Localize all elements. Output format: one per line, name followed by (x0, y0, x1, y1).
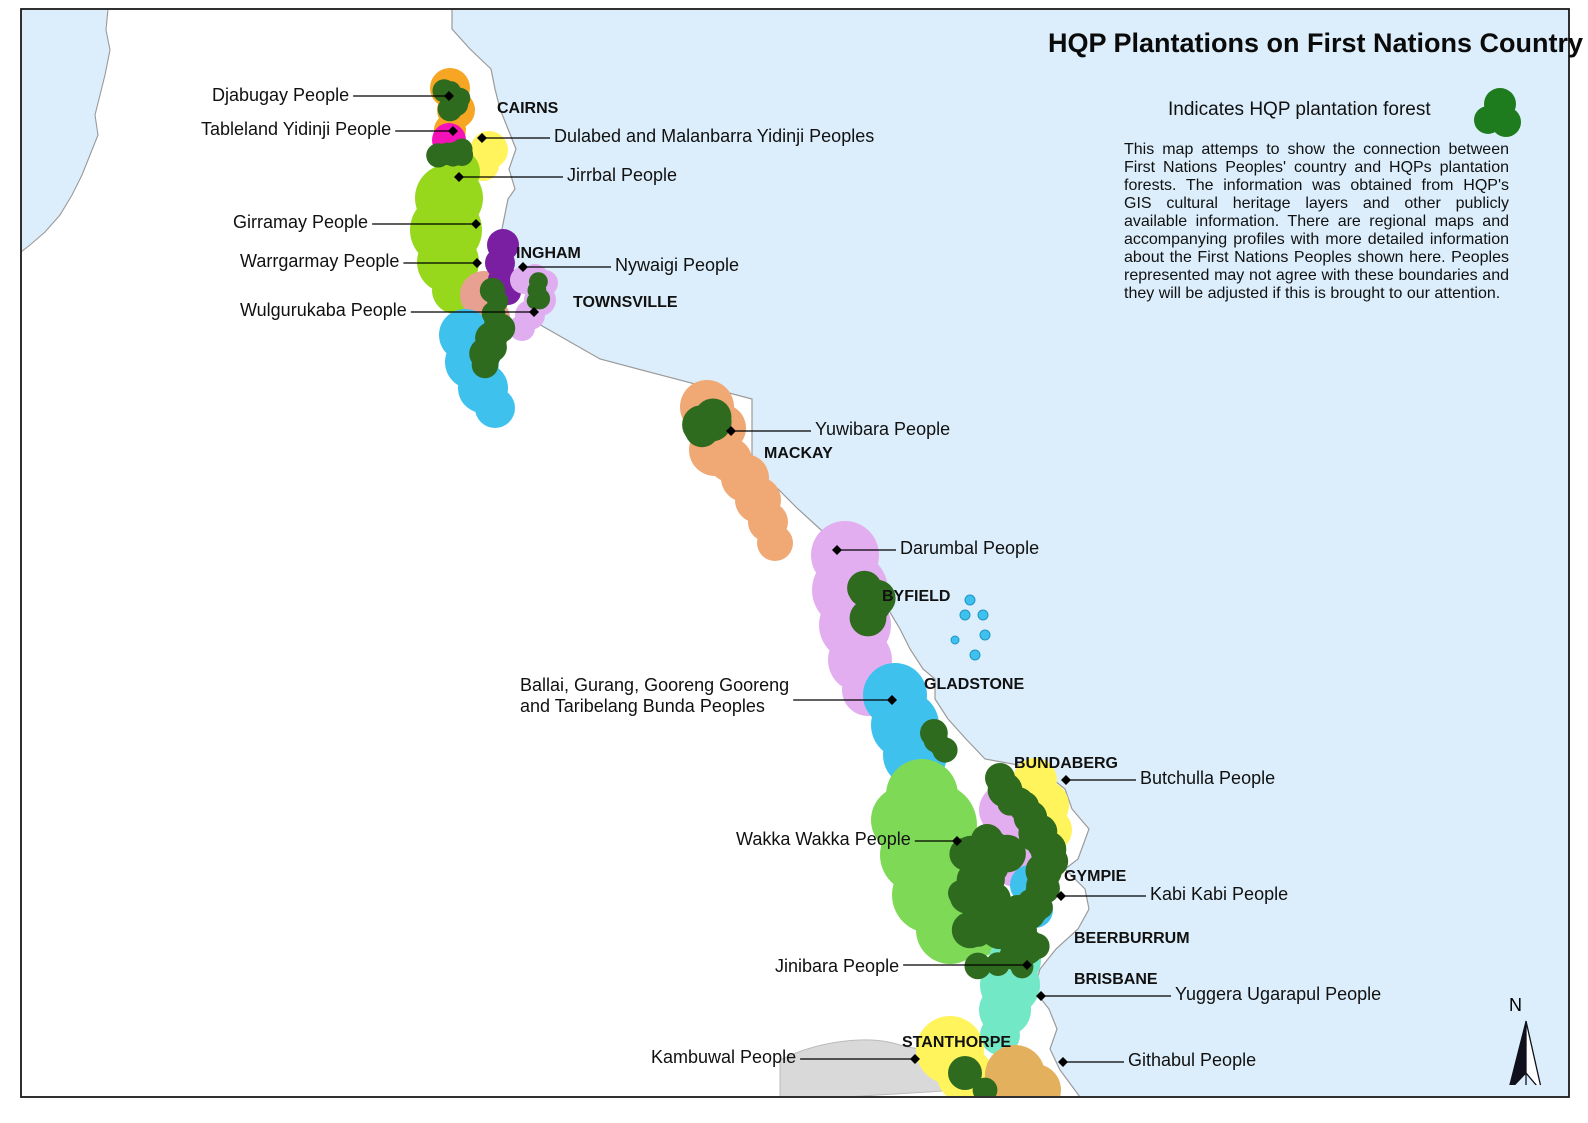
svg-text:N: N (1509, 995, 1522, 1015)
